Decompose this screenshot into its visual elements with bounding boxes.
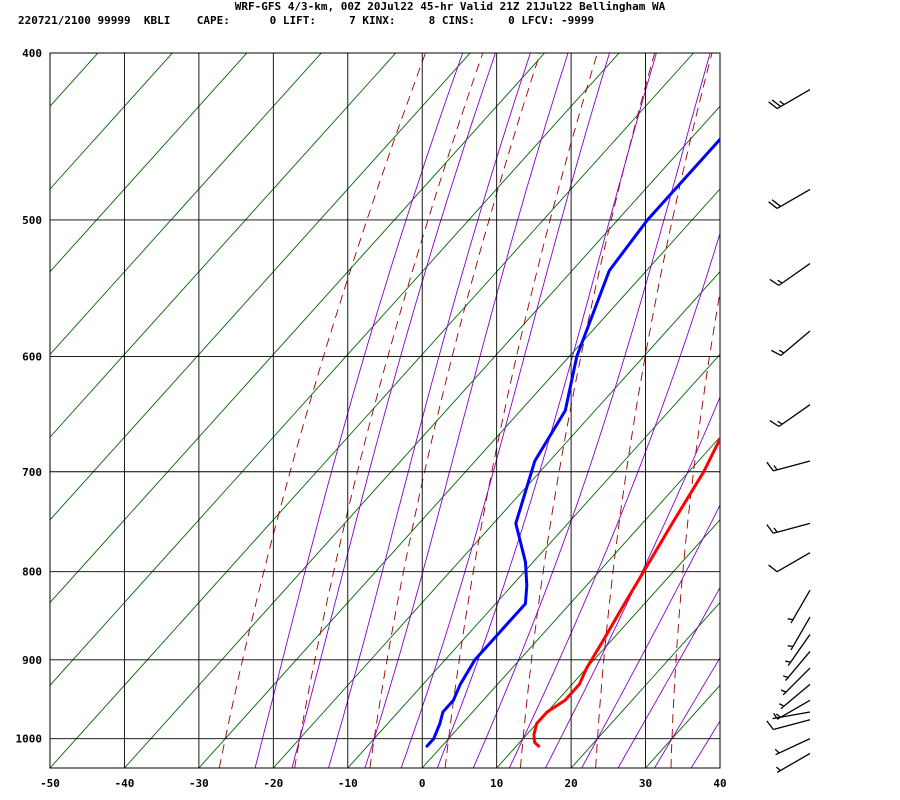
skewed-isotherm	[50, 53, 248, 273]
moist-adiabat	[690, 720, 720, 768]
moist-adiabat	[654, 656, 720, 768]
skewed-isotherm	[50, 53, 546, 604]
y-tick-label: 600	[22, 350, 42, 363]
x-tick-label: 30	[639, 777, 652, 790]
wind-barb	[787, 589, 811, 624]
skewed-isotherm	[496, 519, 720, 768]
wind-barb	[774, 738, 811, 756]
dewpoint-profile	[425, 137, 720, 748]
y-tick-label: 800	[22, 566, 42, 579]
y-tick-label: 500	[22, 214, 42, 227]
y-tick-label: 900	[22, 654, 42, 667]
dry-adiabat	[595, 53, 713, 768]
skewed-isotherm	[645, 684, 720, 768]
dry-adiabat	[369, 53, 541, 768]
dry-adiabat	[519, 53, 656, 768]
dry-adiabat	[892, 53, 900, 768]
wind-barb	[772, 711, 811, 720]
wind-barb	[780, 667, 811, 696]
y-tick-label: 1000	[16, 733, 43, 746]
x-tick-label: -50	[40, 777, 60, 790]
chart-title: WRF-GFS 4/3-km, 00Z 20Jul22 45-hr Valid …	[234, 0, 666, 13]
moist-adiabat	[254, 53, 464, 768]
moist-adiabat	[400, 53, 610, 768]
y-tick-label: 400	[22, 47, 42, 60]
x-tick-label: 0	[419, 777, 426, 790]
moist-adiabat	[291, 53, 496, 768]
wind-barb	[771, 330, 811, 357]
moist-adiabat	[508, 231, 720, 768]
x-tick-label: -40	[115, 777, 135, 790]
skewed-isotherm	[719, 767, 720, 768]
y-tick-label: 700	[22, 466, 42, 479]
skewed-isotherm	[50, 53, 173, 190]
x-tick-label: -10	[338, 777, 358, 790]
moist-adiabat	[581, 504, 720, 768]
x-tick-label: 10	[490, 777, 503, 790]
skewed-isotherm	[50, 53, 397, 438]
x-tick-label: -20	[263, 777, 283, 790]
dry-adiabat	[820, 53, 884, 768]
wind-barb	[787, 616, 811, 651]
moist-adiabat	[617, 586, 720, 768]
skewed-isotherm	[50, 53, 695, 768]
x-tick-label: 20	[564, 777, 577, 790]
wind-barb	[766, 522, 811, 534]
skewed-isotherm	[50, 53, 620, 686]
wind-barb	[782, 651, 811, 681]
skewed-isotherm	[50, 53, 471, 521]
wind-barb	[769, 263, 811, 286]
moist-adiabat	[436, 53, 657, 768]
moist-adiabat	[472, 53, 711, 768]
dry-adiabat	[294, 53, 484, 768]
wind-barb	[775, 752, 811, 774]
skewed-isotherm	[421, 436, 720, 768]
wind-barb	[768, 552, 811, 573]
wind-barb	[768, 88, 811, 110]
skewed-isotherm	[198, 188, 720, 768]
skewed-isotherm	[50, 53, 99, 107]
moist-adiabat	[728, 44, 900, 768]
skewed-isotherm	[570, 601, 720, 768]
sounding-indices: 220721/2100 99999 KBLI CAPE: 0 LIFT: 7 K…	[18, 14, 595, 27]
wind-barb	[769, 404, 811, 428]
dry-adiabat	[218, 53, 426, 768]
wind-barb	[766, 719, 811, 731]
dry-adiabat	[444, 53, 598, 768]
skewed-isotherm	[124, 105, 720, 768]
moist-adiabat	[545, 395, 720, 768]
temperature-profile	[532, 435, 720, 748]
skewed-isotherm	[272, 271, 720, 768]
moist-adiabat	[328, 53, 531, 768]
wind-barb	[785, 634, 811, 666]
wind-barb	[778, 683, 811, 710]
moist-adiabat	[364, 53, 569, 768]
x-tick-label: -30	[189, 777, 209, 790]
wind-barb	[766, 460, 811, 472]
skewed-isotherm	[50, 53, 322, 356]
skewed-isotherm	[347, 353, 720, 768]
wind-barb	[768, 188, 811, 209]
x-tick-label: 40	[713, 777, 726, 790]
